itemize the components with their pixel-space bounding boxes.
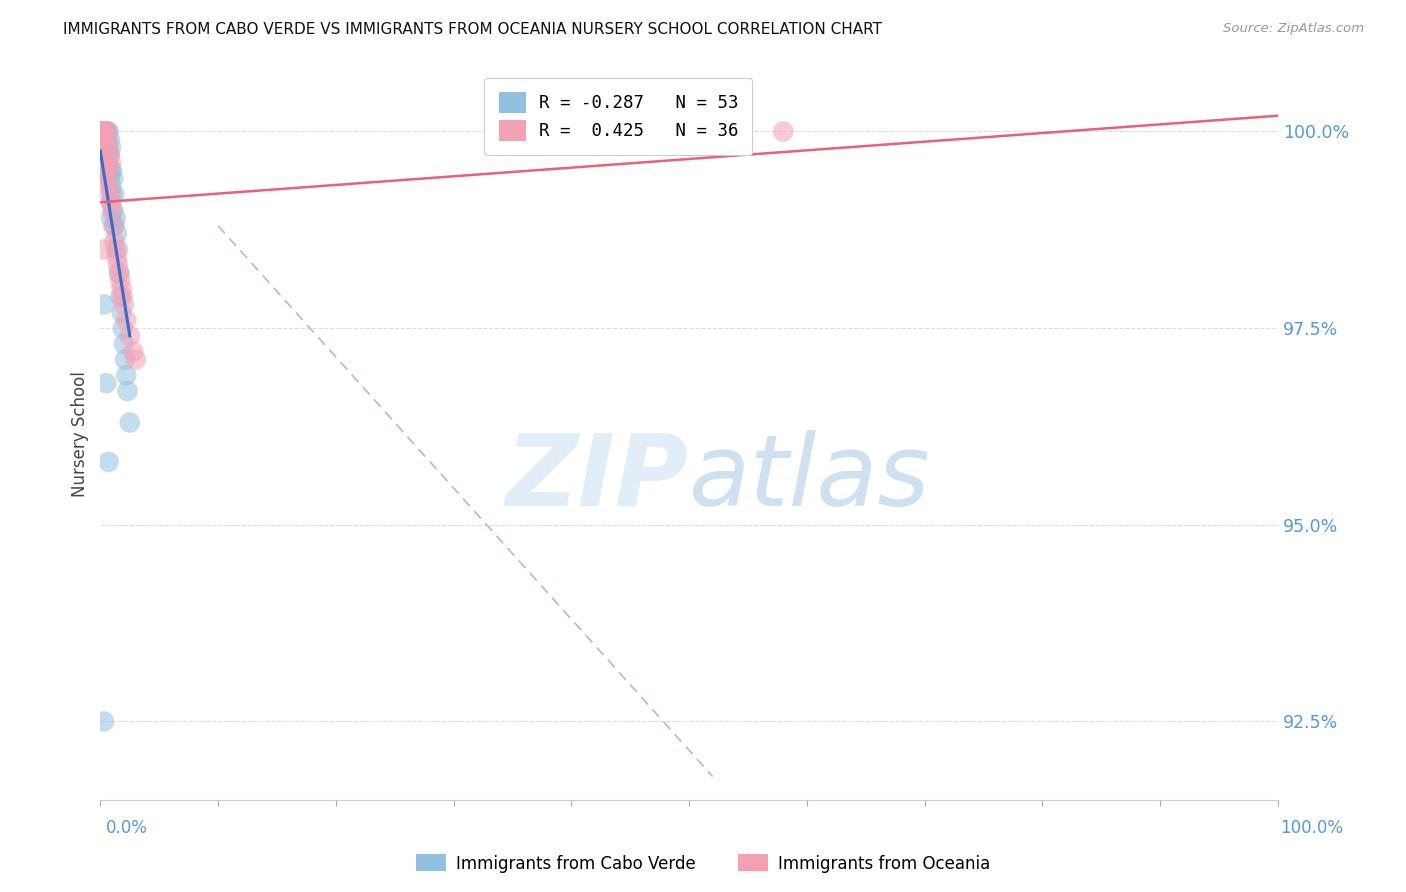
Point	[93, 297, 115, 311]
Point	[96, 148, 118, 162]
Point	[100, 211, 122, 225]
Point	[100, 179, 122, 194]
Point	[101, 163, 124, 178]
Point	[90, 124, 112, 138]
Point	[110, 282, 132, 296]
Text: 100.0%: 100.0%	[1279, 819, 1343, 837]
Point	[103, 219, 125, 233]
Point	[96, 156, 118, 170]
Point	[97, 148, 120, 162]
Point	[90, 124, 112, 138]
Point	[114, 352, 136, 367]
Point	[94, 124, 117, 138]
Point	[96, 124, 118, 138]
Point	[103, 171, 125, 186]
Point	[98, 148, 121, 162]
Point	[105, 227, 128, 241]
Point	[96, 140, 118, 154]
Point	[93, 148, 115, 162]
Point	[110, 290, 132, 304]
Point	[100, 195, 122, 210]
Point	[98, 187, 121, 202]
Point	[118, 416, 141, 430]
Point	[101, 187, 124, 202]
Point	[111, 290, 134, 304]
Point	[105, 250, 128, 264]
Point	[96, 132, 118, 146]
Point	[97, 179, 120, 194]
Point	[96, 171, 118, 186]
Point	[91, 124, 114, 138]
Point	[115, 313, 138, 327]
Point	[96, 132, 118, 146]
Point	[93, 714, 115, 729]
Point	[107, 243, 129, 257]
Point	[94, 124, 117, 138]
Legend: Immigrants from Cabo Verde, Immigrants from Oceania: Immigrants from Cabo Verde, Immigrants f…	[409, 847, 997, 880]
Legend: R = -0.287   N = 53, R =  0.425   N = 36: R = -0.287 N = 53, R = 0.425 N = 36	[485, 78, 752, 155]
Point	[93, 243, 115, 257]
Point	[104, 211, 127, 225]
Point	[98, 171, 121, 186]
Point	[93, 124, 115, 138]
Point	[97, 124, 120, 138]
Point	[108, 266, 131, 280]
Point	[103, 219, 125, 233]
Point	[97, 455, 120, 469]
Point	[94, 132, 117, 146]
Point	[90, 124, 112, 138]
Point	[93, 148, 115, 162]
Point	[118, 329, 141, 343]
Point	[110, 274, 132, 288]
Point	[100, 163, 122, 178]
Point	[91, 140, 114, 154]
Point	[112, 336, 135, 351]
Point	[93, 140, 115, 154]
Point	[108, 266, 131, 280]
Point	[100, 156, 122, 170]
Point	[91, 140, 114, 154]
Point	[90, 132, 112, 146]
Point	[100, 140, 122, 154]
Point	[96, 163, 118, 178]
Point	[98, 148, 121, 162]
Point	[91, 124, 114, 138]
Point	[96, 140, 118, 154]
Text: IMMIGRANTS FROM CABO VERDE VS IMMIGRANTS FROM OCEANIA NURSERY SCHOOL CORRELATION: IMMIGRANTS FROM CABO VERDE VS IMMIGRANTS…	[63, 22, 883, 37]
Point	[94, 140, 117, 154]
Y-axis label: Nursery School: Nursery School	[72, 371, 89, 497]
Point	[117, 384, 139, 398]
Point	[772, 124, 794, 138]
Point	[122, 344, 145, 359]
Point	[101, 203, 124, 218]
Point	[96, 163, 118, 178]
Text: atlas: atlas	[689, 430, 931, 526]
Point	[124, 352, 146, 367]
Text: Source: ZipAtlas.com: Source: ZipAtlas.com	[1223, 22, 1364, 36]
Point	[97, 140, 120, 154]
Point	[100, 195, 122, 210]
Point	[112, 297, 135, 311]
Point	[98, 132, 121, 146]
Point	[103, 187, 125, 202]
Text: ZIP: ZIP	[506, 430, 689, 526]
Point	[104, 243, 127, 257]
Point	[96, 124, 118, 138]
Point	[103, 235, 125, 249]
Point	[94, 156, 117, 170]
Point	[90, 124, 112, 138]
Point	[115, 368, 138, 383]
Point	[111, 321, 134, 335]
Point	[110, 305, 132, 319]
Point	[91, 132, 114, 146]
Point	[91, 124, 114, 138]
Point	[107, 258, 129, 272]
Text: 0.0%: 0.0%	[105, 819, 148, 837]
Point	[96, 376, 118, 391]
Point	[96, 124, 118, 138]
Point	[103, 203, 125, 218]
Point	[93, 124, 115, 138]
Point	[97, 163, 120, 178]
Point	[93, 132, 115, 146]
